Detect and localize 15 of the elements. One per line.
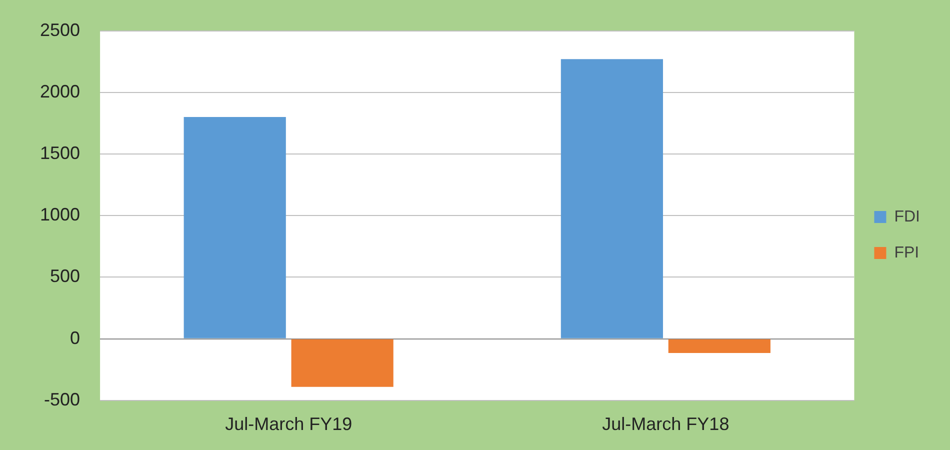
y-tick-label: 500 [50, 266, 80, 286]
bar [560, 59, 663, 338]
bar [668, 339, 770, 353]
bar [291, 339, 394, 387]
y-tick-label: -500 [44, 389, 80, 410]
y-tick-label: 1000 [40, 204, 80, 225]
y-tick-label: 2000 [40, 81, 80, 102]
bar [184, 117, 286, 338]
legend-label: FDI [894, 208, 920, 226]
legend-label: FPI [894, 244, 920, 262]
y-tick-label: 0 [70, 328, 80, 348]
y-tick-label: 1500 [40, 142, 80, 163]
y-tick-label: 2500 [40, 20, 80, 40]
x-tick-label: Jul-March FY19 [225, 414, 352, 434]
x-tick-label: Jul-March FY18 [602, 414, 730, 434]
